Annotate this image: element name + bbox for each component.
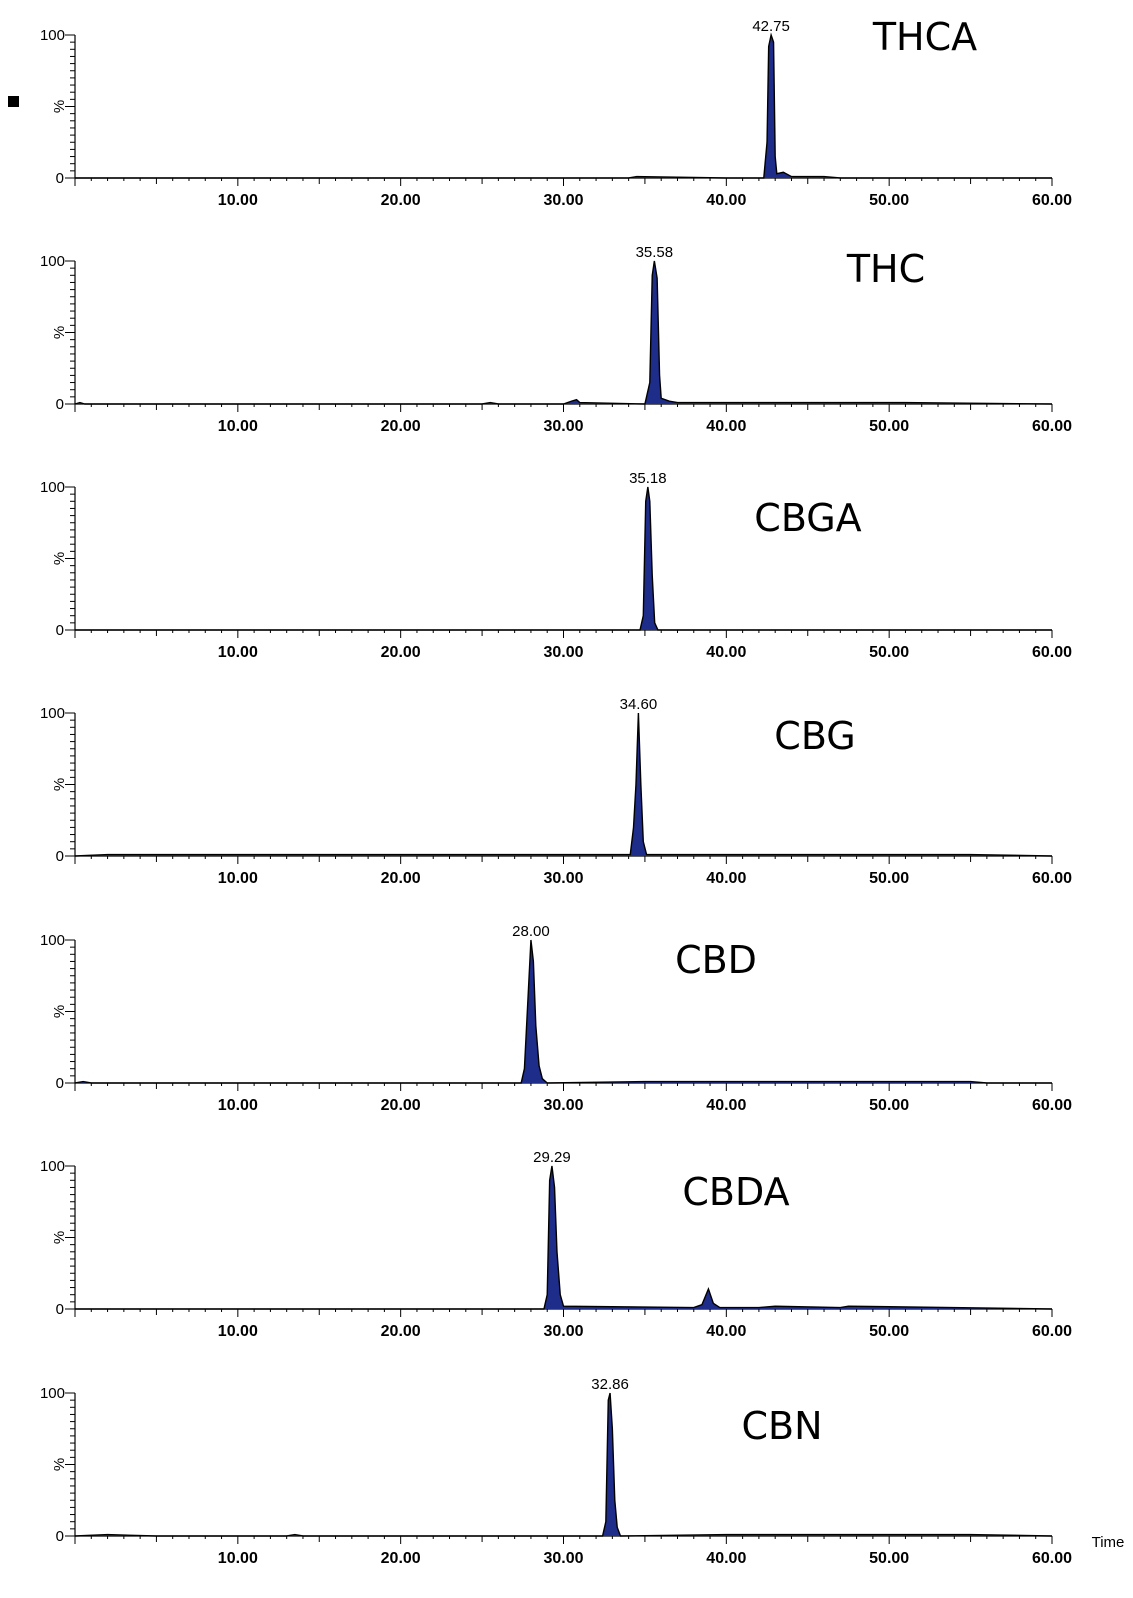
chromatogram-panels: 100 0% 10.00 20.00 30.00 40.00 50.00 60.00 42.75… bbox=[40, 15, 1124, 1567]
y-tick-label: 100 bbox=[40, 1158, 65, 1175]
y-tick-label: 0 bbox=[56, 396, 64, 413]
x-tick-label: 30.00 bbox=[543, 644, 583, 661]
x-tick-label: 30.00 bbox=[543, 1323, 583, 1340]
y-axis-label: % bbox=[51, 1458, 68, 1471]
compound-label: CBDA bbox=[682, 1170, 789, 1214]
x-tick-label: 20.00 bbox=[381, 644, 421, 661]
x-tick-label: 50.00 bbox=[869, 1323, 909, 1340]
x-tick-label: 60.00 bbox=[1032, 1323, 1072, 1340]
peak-label: 29.29 bbox=[533, 1149, 571, 1166]
peak-label: 35.58 bbox=[636, 244, 674, 261]
x-tick-label: 40.00 bbox=[706, 418, 746, 435]
trace-line-thca bbox=[75, 32, 1052, 179]
peak-label: 32.86 bbox=[591, 1376, 629, 1393]
x-tick-label: 40.00 bbox=[706, 1097, 746, 1114]
x-tick-label: 60.00 bbox=[1032, 418, 1072, 435]
x-tick-label: 50.00 bbox=[869, 644, 909, 661]
y-axis-label: % bbox=[51, 778, 68, 791]
x-tick-label: 50.00 bbox=[869, 870, 909, 887]
trace-line-cbg bbox=[74, 712, 1053, 857]
x-tick-label: 40.00 bbox=[706, 192, 746, 209]
y-tick-label: 0 bbox=[56, 170, 64, 187]
y-axis-label: % bbox=[51, 100, 68, 113]
x-axis-label: Time bbox=[1092, 1534, 1125, 1551]
y-axis-label: % bbox=[51, 1005, 68, 1018]
y-axis-label: % bbox=[51, 326, 68, 339]
compound-label: CBGA bbox=[754, 496, 861, 540]
x-tick-label: 40.00 bbox=[706, 1323, 746, 1340]
trace-line-thc bbox=[74, 260, 1053, 405]
x-tick-label: 30.00 bbox=[543, 1097, 583, 1114]
panel-cbn: 100 0% 10.00 20.00 30.00 40.00 50.00 60.00 Time 3… bbox=[40, 1376, 1124, 1567]
y-tick-label: 0 bbox=[56, 622, 64, 639]
x-tick-label: 50.00 bbox=[869, 1550, 909, 1567]
panel-thc: 100 0% 10.00 20.00 30.00 40.00 50.00 60.00 35.58… bbox=[40, 244, 1072, 435]
x-tick-label: 10.00 bbox=[218, 192, 258, 209]
peak-label: 34.60 bbox=[620, 696, 658, 713]
panel-cbg: 100 0% 10.00 20.00 30.00 40.00 50.00 60.00 34.60… bbox=[40, 696, 1072, 887]
y-tick-label: 100 bbox=[40, 253, 65, 270]
panel-cbda: 100 0% 10.00 20.00 30.00 40.00 50.00 60.00 29.29… bbox=[40, 1149, 1072, 1340]
peak-label: 42.75 bbox=[752, 18, 790, 35]
y-tick-label: 0 bbox=[56, 1301, 64, 1318]
x-tick-label: 40.00 bbox=[706, 1550, 746, 1567]
x-tick-label: 10.00 bbox=[218, 1097, 258, 1114]
y-tick-label: 100 bbox=[40, 1385, 65, 1402]
panel-cbga: 100 0% 10.00 20.00 30.00 40.00 50.00 60.00 35.18… bbox=[40, 470, 1072, 661]
peak-label: 35.18 bbox=[629, 470, 667, 487]
trace-line-cbn bbox=[74, 1392, 1053, 1537]
y-tick-label: 100 bbox=[40, 479, 65, 496]
x-tick-label: 60.00 bbox=[1032, 644, 1072, 661]
x-tick-label: 10.00 bbox=[218, 1323, 258, 1340]
y-tick-label: 100 bbox=[40, 705, 65, 722]
y-tick-label: 100 bbox=[40, 27, 65, 44]
peak-label: 28.00 bbox=[512, 923, 550, 940]
y-axis-label: % bbox=[51, 1231, 68, 1244]
x-tick-label: 50.00 bbox=[869, 192, 909, 209]
x-tick-label: 10.00 bbox=[218, 644, 258, 661]
x-tick-label: 40.00 bbox=[706, 644, 746, 661]
x-tick-label: 50.00 bbox=[869, 418, 909, 435]
trace-line-cbga bbox=[75, 486, 1052, 631]
x-tick-label: 20.00 bbox=[381, 1550, 421, 1567]
compound-label: THCA bbox=[872, 15, 977, 59]
x-tick-label: 20.00 bbox=[381, 1323, 421, 1340]
y-tick-label: 0 bbox=[56, 848, 64, 865]
compound-label: CBD bbox=[675, 938, 757, 982]
x-tick-label: 20.00 bbox=[381, 192, 421, 209]
x-tick-label: 20.00 bbox=[381, 870, 421, 887]
x-tick-label: 20.00 bbox=[381, 418, 421, 435]
compound-label: CBG bbox=[774, 714, 855, 758]
y-axis-label: % bbox=[51, 552, 68, 565]
panel-thca: 100 0% 10.00 20.00 30.00 40.00 50.00 60.00 42.75… bbox=[40, 15, 1072, 209]
x-tick-label: 30.00 bbox=[543, 870, 583, 887]
x-tick-label: 10.00 bbox=[218, 1550, 258, 1567]
trace-line-cbd bbox=[74, 939, 1052, 1084]
legend-marker-square bbox=[8, 96, 19, 107]
x-tick-label: 20.00 bbox=[381, 1097, 421, 1114]
x-tick-label: 30.00 bbox=[543, 418, 583, 435]
x-tick-label: 30.00 bbox=[543, 192, 583, 209]
x-tick-label: 10.00 bbox=[218, 870, 258, 887]
x-tick-label: 40.00 bbox=[706, 870, 746, 887]
y-tick-label: 0 bbox=[56, 1528, 64, 1545]
trace-line-cbda bbox=[75, 1165, 1053, 1310]
x-tick-label: 60.00 bbox=[1032, 192, 1072, 209]
x-tick-label: 10.00 bbox=[218, 418, 258, 435]
x-tick-label: 50.00 bbox=[869, 1097, 909, 1114]
x-tick-label: 60.00 bbox=[1032, 870, 1072, 887]
x-tick-label: 60.00 bbox=[1032, 1550, 1072, 1567]
x-tick-label: 60.00 bbox=[1032, 1097, 1072, 1114]
x-tick-label: 30.00 bbox=[543, 1550, 583, 1567]
y-tick-label: 0 bbox=[56, 1075, 64, 1092]
y-tick-label: 100 bbox=[40, 932, 65, 949]
compound-label: THC bbox=[846, 247, 925, 291]
compound-label: CBN bbox=[741, 1404, 822, 1448]
panel-cbd: 100 0% 10.00 20.00 30.00 40.00 50.00 60.00 28.00… bbox=[40, 923, 1072, 1114]
